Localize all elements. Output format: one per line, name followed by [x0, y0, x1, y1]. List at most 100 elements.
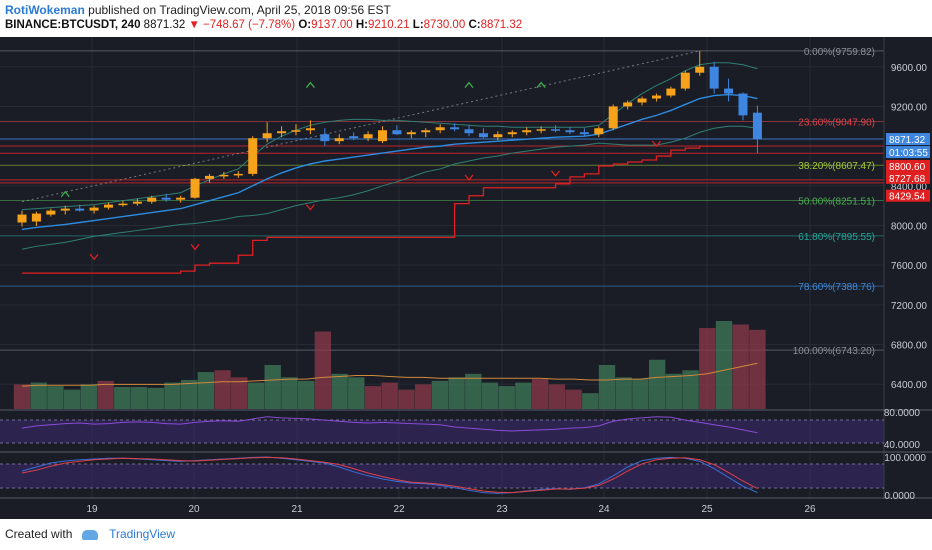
volume-bar	[180, 379, 198, 409]
candle-body	[60, 208, 70, 211]
price-tag-label: 8429.54	[889, 192, 926, 203]
close-label: C:	[468, 19, 481, 31]
candle-body	[623, 102, 633, 107]
price-tag	[886, 146, 930, 159]
volume-bar	[414, 384, 432, 409]
volume-bar	[565, 389, 582, 409]
candle-body	[204, 175, 214, 179]
trend-line	[21, 50, 700, 203]
candle-body	[277, 131, 287, 134]
candle-body	[248, 138, 258, 174]
candle-body	[75, 208, 85, 211]
volume-bar	[47, 386, 64, 409]
symbol-label: BINANCE:BTCUSDT, 240	[5, 19, 141, 31]
price-tick-label: 7200.00	[891, 301, 928, 312]
candle-body	[565, 130, 575, 133]
chart-panel[interactable]: 0.00%(9759.82) 23.60%(9047.90) 38.20%(8607…	[0, 37, 932, 519]
candle-body	[666, 88, 676, 96]
volume-bar	[548, 384, 566, 409]
candle-body	[132, 201, 142, 204]
buy-signal-icon	[60, 190, 70, 198]
candle-body	[536, 129, 546, 131]
candle-body	[363, 134, 373, 139]
candle-body	[46, 210, 56, 215]
price-tick-label: 9200.00	[891, 102, 928, 113]
volume-bar	[197, 372, 215, 409]
volume-bar	[30, 382, 47, 409]
rsi-tick-label: 40.0000	[884, 440, 921, 451]
stoch-tick-label: 0.0000	[884, 491, 915, 502]
volume-bar	[281, 377, 298, 409]
publish-info: RotiWokeman published on TradingView.com…	[5, 3, 391, 17]
price-axis-background	[884, 37, 932, 519]
candle-body	[392, 130, 402, 135]
candle-body	[450, 127, 460, 130]
candle-body	[637, 98, 647, 103]
volume-bar	[498, 386, 515, 409]
candle-body	[551, 129, 561, 131]
time-tick-label: 26	[804, 504, 816, 515]
sell-signal-icon	[464, 174, 474, 181]
candle-body	[176, 197, 186, 200]
candle-body	[31, 213, 41, 222]
fib-level-label: 61.80%(7895.55)	[798, 232, 875, 243]
candle-body	[233, 173, 243, 176]
tradingview-link[interactable]: TradingView	[109, 527, 176, 541]
volume-bar	[364, 386, 382, 409]
volume-bar	[481, 382, 499, 409]
volume-bar	[515, 382, 532, 409]
volume-bar	[314, 331, 332, 409]
candle-body	[493, 134, 503, 138]
open-label: O:	[298, 19, 312, 31]
fib-level-label: 38.20%(8607.47)	[798, 161, 875, 172]
candle-body	[709, 66, 719, 89]
time-tick-label: 23	[496, 504, 508, 515]
stoch-tick-label: 100.0000	[884, 453, 926, 464]
candle-body	[305, 128, 315, 131]
candle-body	[738, 93, 748, 116]
price-tick-label: 6800.00	[891, 341, 928, 352]
volume-bar	[598, 365, 616, 409]
time-tick-label: 20	[188, 504, 200, 515]
volume-bar	[297, 380, 315, 409]
candle-body	[724, 88, 734, 94]
candle-body	[334, 138, 344, 142]
sell-signal-icon	[305, 204, 315, 211]
candle-body	[507, 132, 517, 135]
fib-level-label: 23.60%(9047.90)	[798, 118, 875, 129]
candle-body	[522, 130, 532, 133]
price-tag-label: 01:03:55	[889, 148, 928, 159]
price-tag-label: 8727.68	[889, 174, 926, 185]
candle-body	[349, 136, 359, 139]
open-value: 9137.00	[311, 19, 353, 31]
fib-level-label: 0.00%(9759.82)	[804, 47, 875, 58]
bollinger-basis-line	[21, 93, 758, 231]
volume-bar	[682, 370, 699, 409]
chart-canvas[interactable]: 0.00%(9759.82) 23.60%(9047.90) 38.20%(8607…	[0, 37, 932, 519]
author-name[interactable]: RotiWokeman	[5, 3, 85, 17]
volume-bar	[97, 380, 114, 409]
volume-bar	[114, 387, 131, 409]
sell-signal-icon	[651, 140, 661, 148]
volume-bar	[648, 359, 666, 409]
volume-bar	[398, 389, 415, 409]
candle-body	[435, 127, 445, 131]
price-tick-label: 7600.00	[891, 261, 928, 272]
volume-bar	[231, 377, 248, 409]
low-label: L:	[412, 19, 424, 31]
candle-body	[190, 178, 200, 198]
low-value: 8730.00	[423, 19, 466, 31]
buy-signal-icon	[536, 81, 546, 89]
time-tick-label: 22	[393, 504, 405, 515]
last-price: 8871.32	[143, 19, 186, 31]
candle-body	[378, 130, 387, 142]
price-tag	[886, 133, 930, 146]
candle-body	[147, 197, 157, 202]
price-tag	[886, 159, 930, 172]
price-tag	[886, 171, 930, 184]
volume-bar	[13, 384, 31, 409]
price-change: ▼ −748.67 (−7.78%)	[188, 19, 296, 31]
volume-bar	[699, 328, 716, 409]
volume-bar	[264, 365, 281, 409]
candle-body	[219, 174, 229, 177]
